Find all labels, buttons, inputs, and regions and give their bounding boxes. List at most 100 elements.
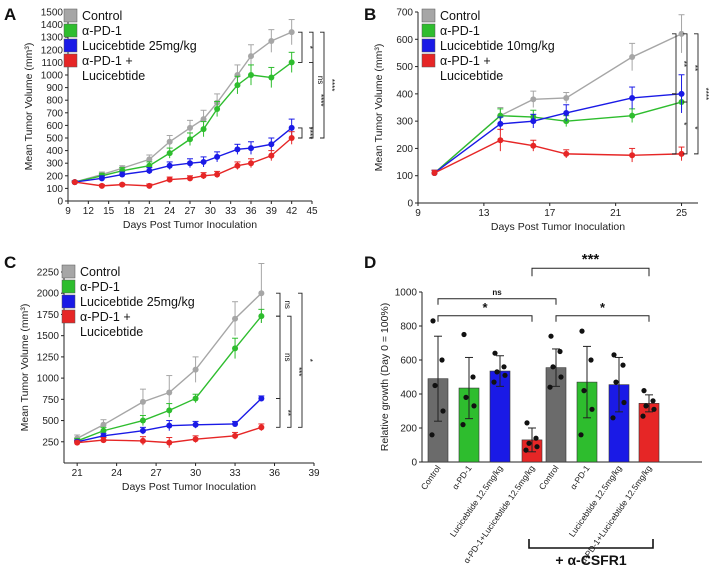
panel-c-chart: 250 500 750 1000 1250 1500 1750 2000 2250 21 24 27 3… — [19, 263, 320, 493]
panel-a-series-line-luci — [74, 127, 293, 183]
panel-a-data-point-apd1 — [187, 136, 193, 143]
panel-a-data-point-control — [166, 138, 173, 145]
panel-b-data-point-luci — [530, 118, 537, 125]
panel-d-data-point — [558, 374, 564, 380]
panel-d-y-tick-label: 600 — [400, 356, 417, 367]
panel-b-data-point-combo — [530, 142, 537, 149]
panel-a-series-line-combo — [74, 137, 293, 187]
panel-d-data-point — [494, 369, 500, 375]
panel-d-category-label: Lucicebtide 12.5mg/kg — [448, 463, 505, 539]
panel-d-comparison-label: ns — [492, 288, 502, 297]
panel-c-significance-bracket — [276, 292, 281, 317]
panel-a-data-point-luci — [248, 145, 254, 152]
panel-a-y-tick-label: 1400 — [41, 20, 64, 31]
panel-a-data-point-control — [187, 124, 193, 131]
panel-a-data-point-combo — [200, 172, 207, 179]
panel-a-data-point-luci — [119, 171, 126, 178]
panel-a-data-point-apd1 — [166, 150, 173, 157]
panel-b-y-tick-label: 0 — [407, 199, 413, 210]
panel-a-legend-label: α-PD-1 + — [82, 54, 133, 68]
panel-a-significance-label: **** — [316, 94, 325, 106]
panel-c-x-tick-label: 30 — [190, 468, 202, 479]
panel-a-legend-label: Lucicebtide 25mg/kg — [82, 39, 197, 53]
panel-d-data-point — [547, 384, 553, 390]
panel-c-data-point-control — [258, 290, 265, 297]
panel-b-y-tick-label: 100 — [396, 171, 413, 182]
panel-c-x-tick-label: 27 — [151, 468, 163, 479]
panel-b-y-axis-title: Mean Tumor Volume (mm³) — [373, 44, 385, 172]
panel-c-y-tick-label: 2000 — [37, 289, 60, 300]
panel-c-data-point-control — [232, 315, 239, 322]
panel-d-comparison-label: * — [600, 300, 606, 315]
panel-d-data-point — [610, 415, 616, 421]
panel-a-y-tick-label: 200 — [46, 171, 63, 182]
panel-b-significance-label: ** — [690, 65, 699, 71]
panel-b-data-point-control — [678, 30, 685, 37]
panel-a-legend-label: α-PD-1 — [82, 24, 122, 38]
panel-d-data-point — [588, 357, 594, 363]
panel-c-y-tick-label: 250 — [42, 437, 59, 448]
panel-b-data-point-combo — [431, 169, 438, 176]
panel-d-data-point — [548, 333, 554, 339]
panel-a-x-tick-label: 21 — [144, 206, 156, 217]
panel-d-comparison-bracket — [531, 267, 650, 277]
panel-a-data-point-combo — [248, 160, 254, 167]
panel-b-data-point-combo — [629, 152, 636, 159]
panel-c-y-tick-label: 750 — [42, 395, 59, 406]
panel-a-data-point-apd1 — [234, 82, 241, 89]
panel-a-x-tick-label: 36 — [245, 206, 257, 217]
panel-letter-a: A — [4, 5, 16, 24]
panel-d-y-tick-label: 0 — [411, 458, 417, 469]
panel-d-data-point — [501, 364, 507, 370]
panel-c-data-point-luci — [139, 427, 146, 434]
panel-d-data-point — [534, 444, 540, 450]
panel-b-significance-bracket — [683, 101, 688, 155]
panel-b-data-point-control — [530, 96, 537, 103]
panel-a-data-point-control — [248, 53, 254, 60]
panel-b-data-point-control — [629, 54, 636, 61]
panel-d-y-tick-label: 200 — [400, 424, 417, 435]
panel-b-data-point-luci — [497, 120, 504, 127]
panel-a-significance-label: **** — [305, 127, 314, 139]
panel-d-data-point — [557, 348, 563, 355]
panel-c-legend-label: α-PD-1 — [80, 280, 120, 294]
panel-a-data-point-luci — [200, 158, 207, 165]
panel-letter-b: B — [364, 5, 376, 24]
panel-b-data-point-control — [563, 94, 570, 101]
panel-c-legend-swatch-combo — [61, 309, 76, 324]
panel-b-legend-swatch-combo — [421, 53, 436, 68]
panel-d-data-point — [581, 388, 587, 394]
panel-a-y-tick-label: 900 — [46, 83, 63, 94]
panel-a-x-tick-label: 42 — [286, 206, 298, 217]
panel-c-data-point-luci — [258, 395, 265, 402]
panel-d-comparison-label: *** — [582, 251, 600, 268]
panel-d-data-point — [526, 440, 532, 446]
panel-c-data-point-combo — [258, 424, 265, 431]
panel-a-legend-swatch-apd1 — [63, 23, 78, 38]
panel-a-data-point-combo — [166, 176, 173, 183]
panel-d-data-point — [641, 388, 647, 394]
panel-a-significance-bracket — [309, 31, 314, 129]
panel-b-legend-swatch-luci — [421, 38, 436, 53]
panel-b-significance-label: * — [679, 122, 688, 125]
panel-d-data-point — [524, 420, 530, 426]
panel-d-data-point — [578, 432, 584, 438]
panel-d-data-point — [471, 403, 477, 409]
panel-b-series-line-combo — [434, 139, 682, 174]
panel-a-data-point-apd1 — [248, 72, 254, 78]
panel-a-data-point-combo — [146, 182, 153, 189]
panel-a-legend-swatch-combo — [63, 53, 78, 68]
panel-d-group-bracket — [528, 539, 654, 549]
panel-a-legend-swatch-control — [63, 8, 78, 23]
panel-d-data-point — [640, 413, 646, 419]
panel-b-x-axis-title: Days Post Tumor Inoculation — [491, 221, 625, 233]
panel-a-significance-label: ns — [316, 76, 325, 84]
panel-a-significance-label: * — [305, 46, 314, 49]
panel-a-significance-label: **** — [327, 79, 336, 91]
panel-d-data-point — [439, 357, 445, 363]
panel-d-category-label: Control — [537, 463, 561, 491]
panel-d-data-point — [432, 382, 438, 389]
panel-b-data-point-combo — [678, 150, 685, 157]
panel-d-data-point — [533, 435, 539, 441]
